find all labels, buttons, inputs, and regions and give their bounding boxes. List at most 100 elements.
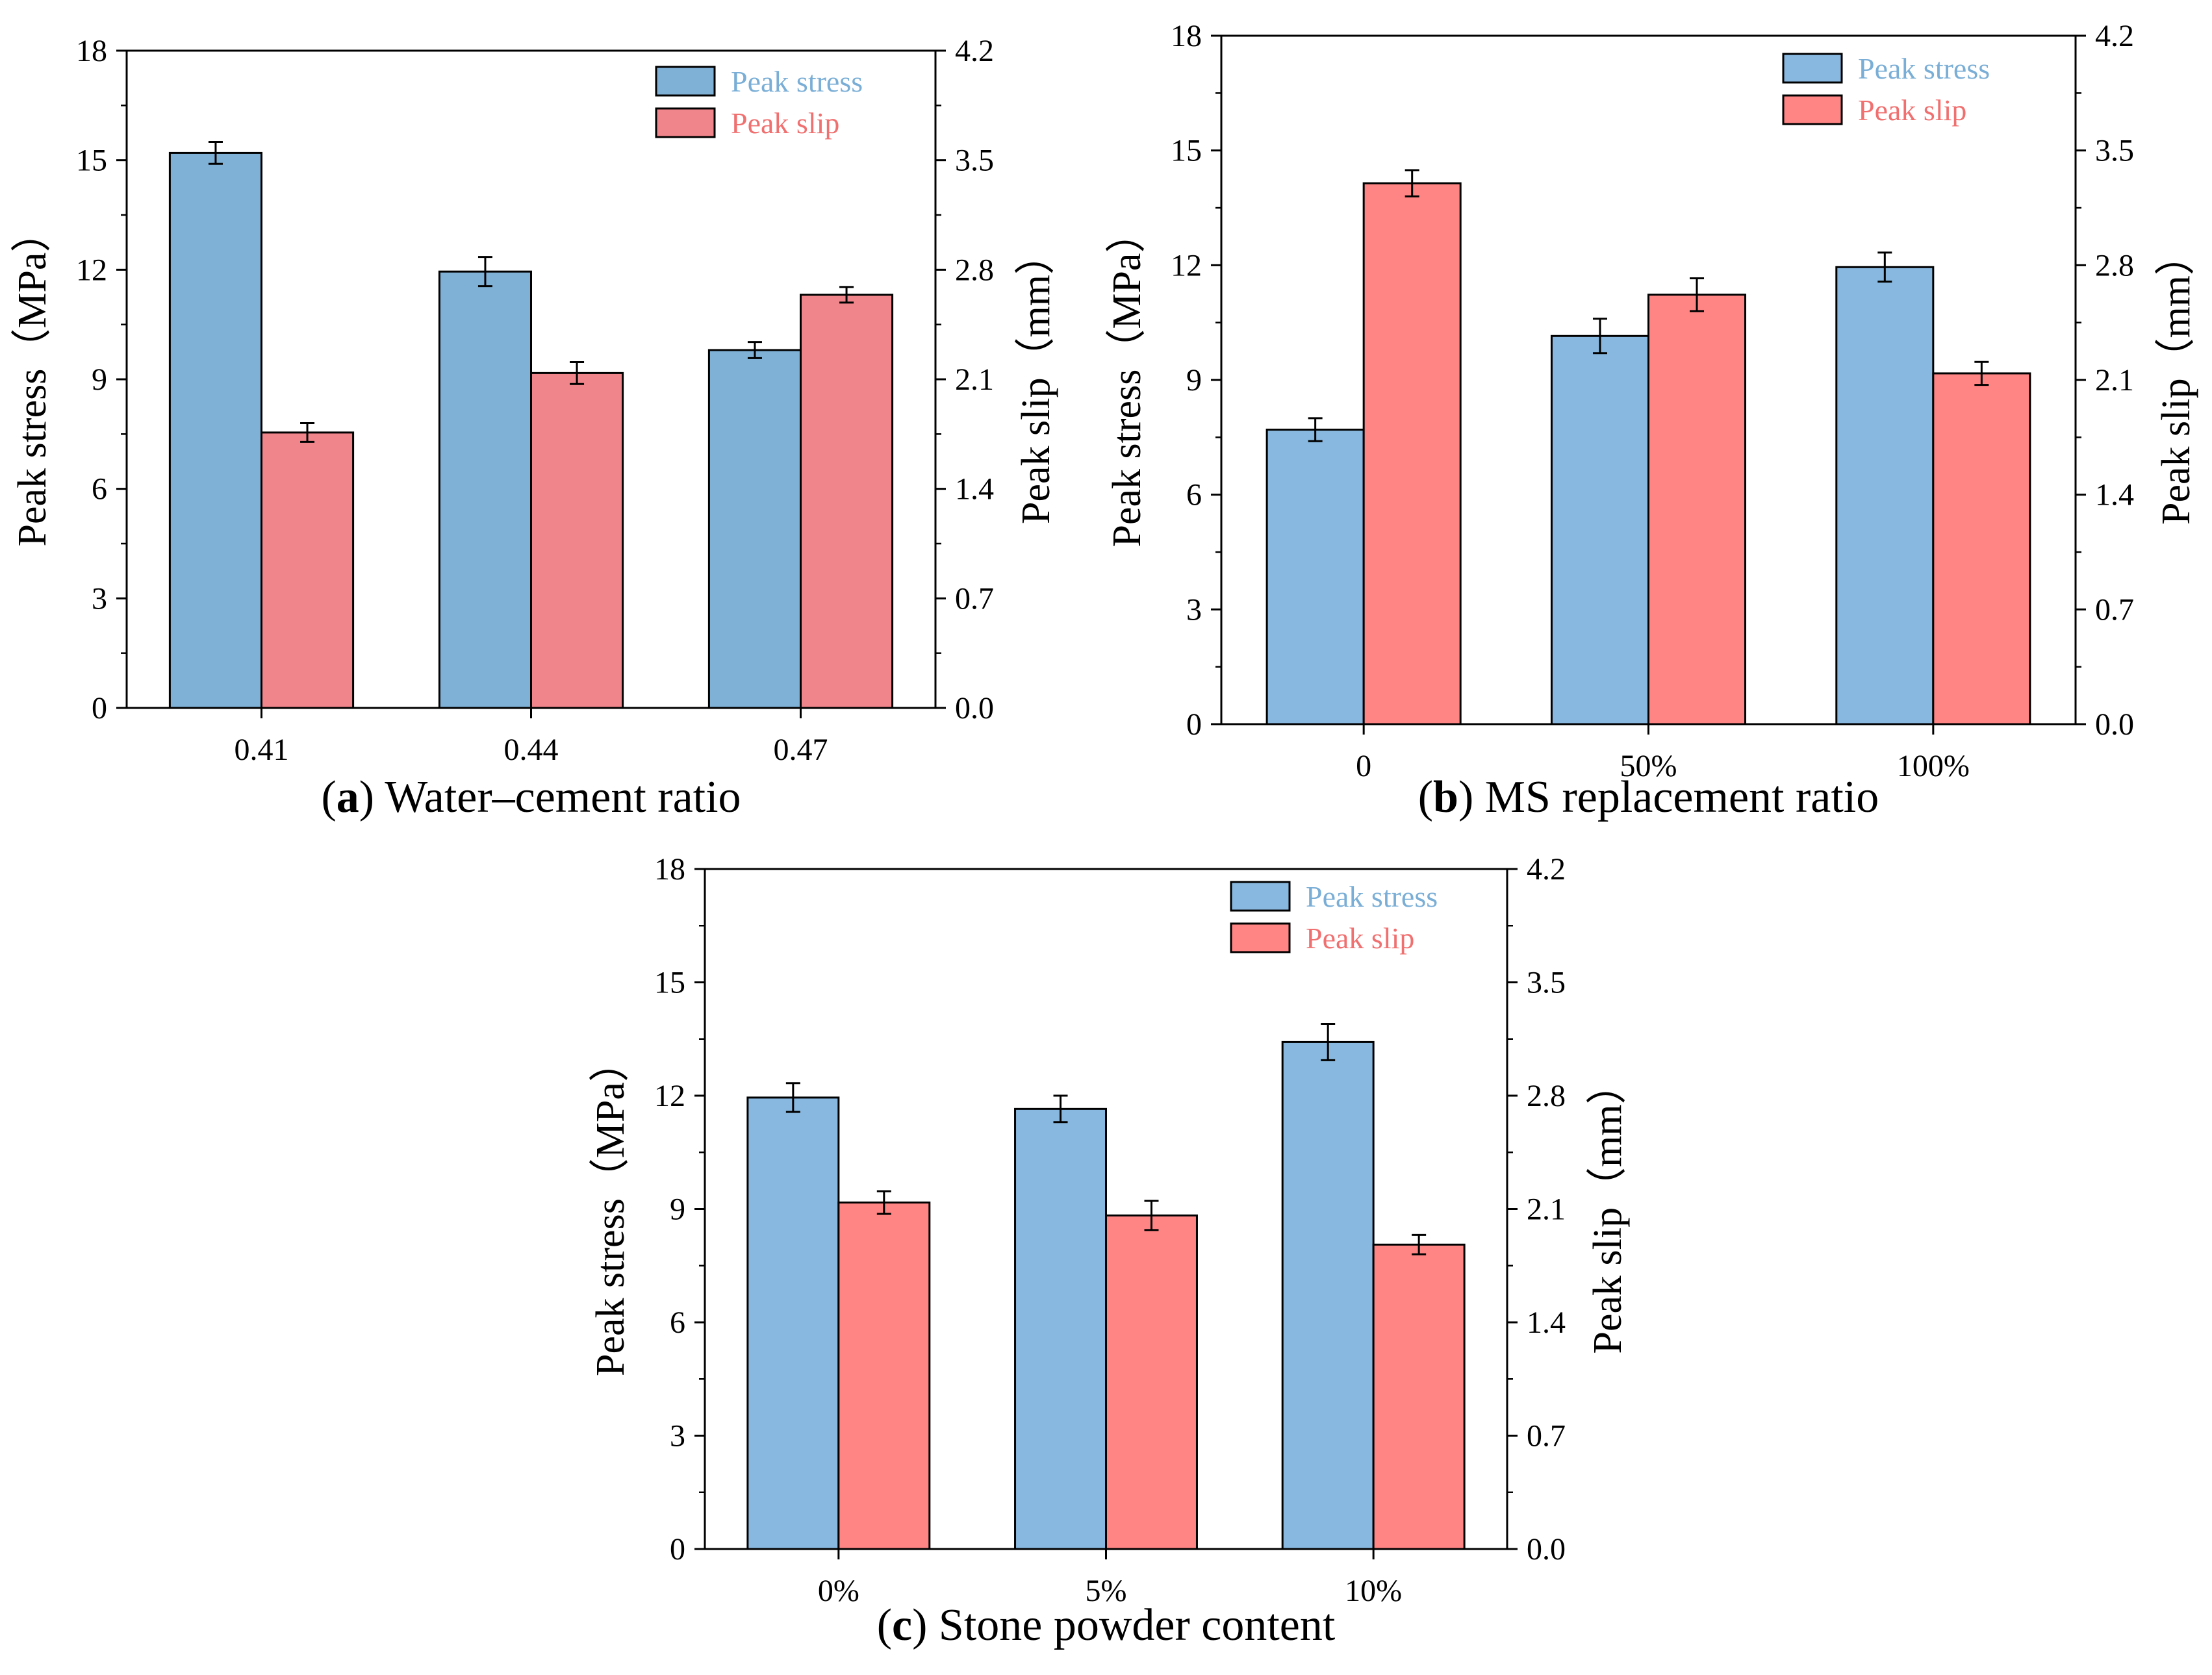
bar-peak-stress-a-1	[438, 270, 533, 709]
chart-panel-a: 0.41 0.44 0.47 0 3 6 9 12 15 18 0.0 0.7 1.4 2.1 2.8 3.5…	[10, 34, 1058, 822]
legend-label: Peak stress	[731, 65, 863, 98]
bar-peak-stress-b-2	[1835, 266, 1935, 725]
y-tick-label: 6	[1186, 478, 1202, 512]
legend-a: Peak stress Peak slip	[655, 65, 863, 140]
chart-panel-b: 0 50% 100% 0 3 6 9 12 15 18 0.0 0.7 1.4 2.1 2.8 3.5 4.2 P…	[1105, 19, 2198, 822]
x-tick-label: 5%	[1086, 1574, 1127, 1608]
y-tick-label: 12	[654, 1079, 685, 1113]
y2-tick-label: 2.1	[1527, 1192, 1566, 1227]
y2-tick-label: 1.4	[2095, 478, 2134, 512]
y-axis-title: Peak stress（MPa）	[589, 1042, 633, 1376]
y2-tick-label: 4.2	[1527, 852, 1566, 887]
x-tick-label: 100%	[1897, 749, 1970, 783]
legend-swatch-peak-slip	[1230, 922, 1291, 953]
y2-tick-label: 3.5	[955, 144, 994, 178]
y2-tick-label: 3.5	[2095, 134, 2134, 168]
caption-paren-close: )	[1458, 772, 1485, 822]
y-tick-label: 18	[76, 34, 107, 68]
y2-tick-label: 0.0	[955, 691, 994, 725]
y-tick-label: 18	[1171, 19, 1202, 53]
x-tick-label: 50%	[1620, 749, 1677, 783]
x-tick-label: 0.47	[774, 733, 828, 767]
legend-swatch-peak-slip	[655, 107, 716, 138]
y-tick-label: 12	[1171, 248, 1202, 283]
legend-label: Peak slip	[1306, 922, 1414, 955]
legend-label: Peak slip	[731, 107, 839, 140]
bar-peak-slip-a-1	[530, 372, 624, 709]
legend-b: Peak stress Peak slip	[1782, 52, 1990, 127]
bar-peak-slip-c-0	[837, 1202, 931, 1550]
y-tick-label: 6	[670, 1305, 685, 1340]
y2-tick-label: 4.2	[2095, 19, 2134, 53]
bar-peak-stress-a-0	[168, 151, 262, 709]
y-tick-label: 3	[1186, 592, 1202, 627]
legend-c: Peak stress Peak slip	[1230, 880, 1438, 955]
caption-paren-open: (	[877, 1600, 892, 1650]
x-tick-label: 0.44	[504, 733, 559, 767]
legend-swatch-peak-stress	[1782, 53, 1843, 84]
legend-swatch-peak-slip	[1782, 94, 1843, 125]
y2-tick-label: 2.8	[955, 253, 994, 287]
bar-peak-slip-a-2	[800, 294, 894, 709]
x-tick-label: 0.41	[235, 733, 289, 767]
y-tick-label: 3	[670, 1419, 685, 1454]
y-tick-label: 0	[92, 691, 107, 725]
legend-label: Peak stress	[1858, 52, 1990, 85]
bar-peak-slip-b-2	[1932, 372, 2031, 725]
y2-tick-label: 2.8	[2095, 248, 2134, 283]
caption-paren-open: (	[1418, 772, 1433, 822]
caption-letter: a	[337, 772, 359, 822]
legend-swatch-peak-stress	[1230, 881, 1291, 912]
bar-peak-stress-a-2	[707, 349, 802, 709]
legend-label: Peak stress	[1306, 880, 1438, 913]
caption-c: (c) Stone powder content	[877, 1600, 1336, 1650]
y-axis-title: Peak stress（MPa）	[1105, 213, 1149, 548]
legend-label: Peak slip	[1858, 94, 1966, 127]
caption-a: (a) Water–cement ratio	[321, 772, 741, 822]
y-tick-label: 0	[1186, 707, 1202, 742]
chart-panel-c: 0% 5% 10% 0 3 6 9 12 15 18 0.0 0.7 1.4 2.1 2.8 3.5 4.2 Pe…	[589, 852, 1630, 1650]
y-tick-label: 15	[654, 966, 685, 1000]
legend-swatch-peak-stress	[655, 66, 716, 97]
y2-axis-title: Peak slip（mm）	[1586, 1064, 1630, 1354]
x-tick-label: 10%	[1345, 1574, 1402, 1608]
y2-tick-label: 2.8	[1527, 1079, 1566, 1113]
caption-text: Water–cement ratio	[385, 772, 741, 822]
y-tick-label: 0	[670, 1532, 685, 1567]
bar-peak-stress-b-1	[1550, 334, 1649, 725]
bar-peak-slip-a-0	[261, 431, 355, 709]
bar-peak-stress-c-2	[1281, 1040, 1375, 1550]
bar-peak-slip-c-2	[1372, 1243, 1466, 1550]
y2-tick-label: 1.4	[1527, 1305, 1566, 1340]
caption-paren-close: )	[912, 1600, 939, 1650]
bar-peak-stress-c-0	[746, 1096, 840, 1550]
y2-tick-label: 1.4	[955, 472, 994, 507]
y-tick-label: 3	[92, 581, 107, 616]
y2-tick-label: 0.7	[955, 581, 994, 616]
y-tick-label: 9	[670, 1192, 685, 1227]
caption-text: Stone powder content	[939, 1600, 1336, 1650]
x-tick-label: 0%	[818, 1574, 859, 1608]
y2-tick-label: 4.2	[955, 34, 994, 68]
bar-peak-slip-b-0	[1362, 182, 1462, 725]
y-tick-label: 15	[1171, 134, 1202, 168]
y2-tick-label: 0.7	[1527, 1419, 1566, 1454]
y-tick-label: 12	[76, 253, 107, 287]
bar-peak-slip-b-1	[1647, 294, 1747, 725]
caption-b: (b) MS replacement ratio	[1418, 772, 1879, 822]
y2-tick-label: 2.1	[2095, 363, 2134, 397]
y2-axis-title: Peak slip（mm）	[2154, 235, 2198, 525]
caption-paren-open: (	[321, 772, 336, 822]
y2-axis-title: Peak slip（mm）	[1014, 234, 1058, 524]
y2-tick-label: 2.1	[955, 362, 994, 397]
y2-tick-label: 0.0	[1527, 1532, 1566, 1567]
y-tick-label: 18	[654, 852, 685, 887]
y2-tick-label: 3.5	[1527, 966, 1566, 1000]
caption-letter: b	[1433, 772, 1458, 822]
y-tick-label: 9	[1186, 363, 1202, 397]
caption-text: MS replacement ratio	[1485, 772, 1879, 822]
y2-tick-label: 0.7	[2095, 592, 2134, 627]
y-tick-label: 6	[92, 472, 107, 507]
caption-letter: c	[892, 1600, 912, 1650]
